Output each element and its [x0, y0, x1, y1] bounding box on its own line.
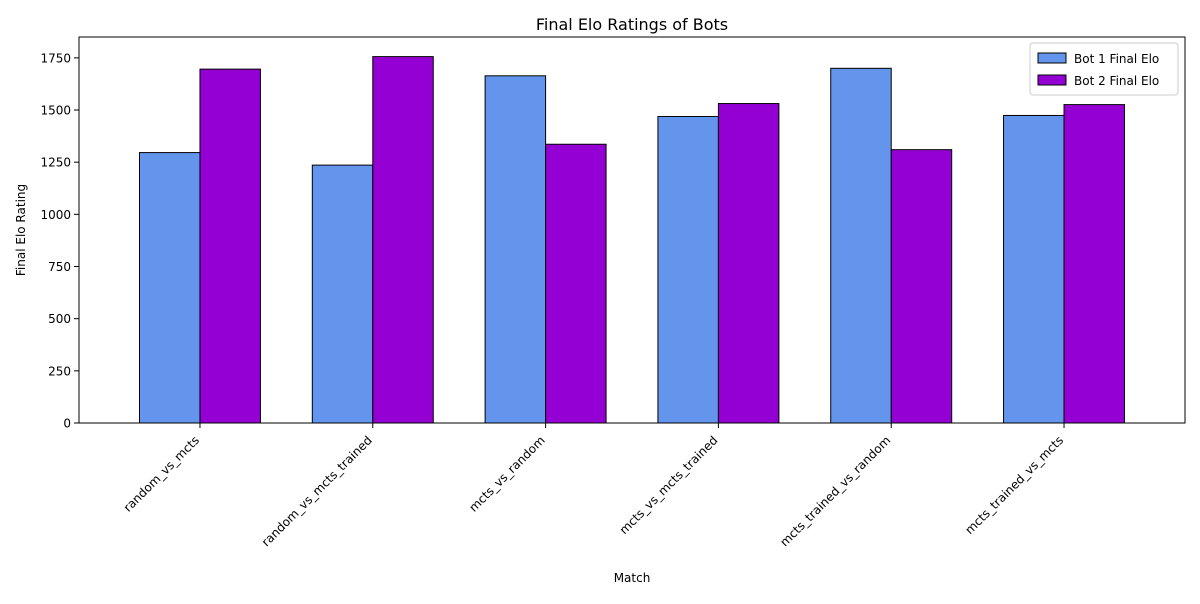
y-tick-label: 1500: [40, 104, 71, 118]
legend-box: [1029, 42, 1179, 96]
bar-series-1: [830, 67, 892, 424]
x-tick-label: random_vs_mcts_trained: [259, 433, 375, 549]
bar-series-2: [372, 56, 434, 424]
bar-series-1: [657, 115, 719, 424]
x-tick-label: mcts_trained_vs_random: [777, 433, 893, 549]
y-tick-label: 1250: [40, 156, 71, 170]
legend-swatch-series-1: [1037, 52, 1067, 64]
x-tick-label: mcts_vs_mcts_trained: [617, 433, 721, 537]
x-tick-label: mcts_vs_random: [466, 433, 547, 514]
legend: Bot 1 Final Elo Bot 2 Final Elo: [1029, 42, 1179, 96]
chart-title: Final Elo Ratings of Bots: [536, 15, 728, 34]
bar-series-2: [545, 143, 607, 424]
legend-swatch-series-2: [1037, 74, 1067, 86]
y-tick-label: 1000: [40, 208, 71, 222]
y-tick-label: 1750: [40, 51, 71, 65]
x-tick-label: random_vs_mcts: [121, 433, 202, 514]
bar-series-2: [199, 68, 261, 424]
legend-label-series-2: Bot 2 Final Elo: [1074, 74, 1159, 88]
bars: [138, 56, 1126, 424]
x-axis: random_vs_mcts random_vs_mcts_trained mcts…: [121, 423, 1066, 549]
x-tick-label: mcts_trained_vs_mcts: [962, 433, 1066, 537]
bar-series-1: [484, 75, 547, 424]
y-tick-label: 750: [48, 260, 71, 274]
y-axis: 0 250 500 750 1000 1250 1500 1750: [40, 51, 79, 431]
y-axis-label: Final Elo Rating: [14, 184, 28, 276]
y-tick-label: 250: [48, 364, 71, 378]
x-axis-label: Match: [614, 571, 651, 585]
plot-frame: [78, 36, 1186, 424]
y-tick-label: 0: [63, 417, 71, 431]
bar-series-2: [717, 103, 780, 424]
bar-series-2: [890, 149, 953, 424]
legend-label-series-1: Bot 1 Final Elo: [1074, 52, 1159, 66]
bar-series-1: [311, 164, 374, 424]
bar-series-2: [1063, 104, 1126, 424]
bar-series-1: [1003, 114, 1065, 424]
y-tick-label: 500: [48, 312, 71, 326]
bar-series-1: [138, 152, 201, 424]
